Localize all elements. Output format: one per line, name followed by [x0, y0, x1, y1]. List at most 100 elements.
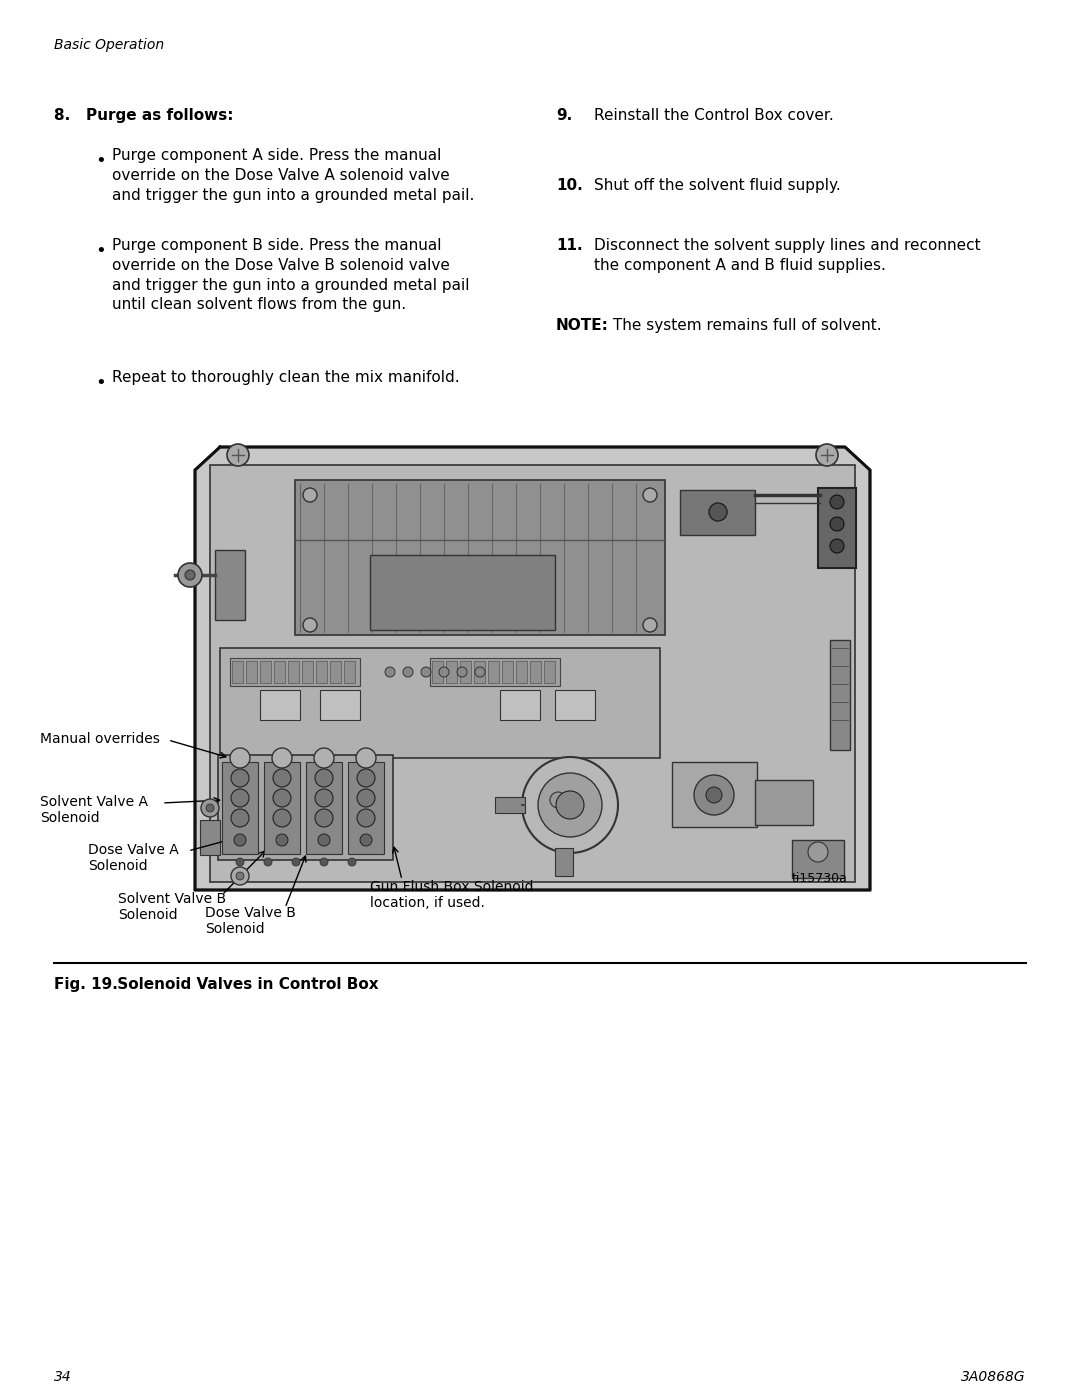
- Circle shape: [237, 858, 244, 866]
- Circle shape: [357, 789, 375, 807]
- Circle shape: [808, 842, 828, 862]
- Bar: [516, 661, 527, 683]
- Text: 10.: 10.: [556, 177, 583, 193]
- Circle shape: [360, 834, 372, 847]
- Circle shape: [357, 768, 375, 787]
- Text: 8.   Purge as follows:: 8. Purge as follows:: [54, 108, 233, 123]
- Bar: [544, 661, 555, 683]
- Text: The system remains full of solvent.: The system remains full of solvent.: [608, 319, 881, 332]
- Bar: [215, 550, 245, 620]
- Bar: [295, 481, 665, 636]
- Circle shape: [273, 768, 291, 787]
- Text: Dose Valve A
Solenoid: Dose Valve A Solenoid: [87, 842, 179, 873]
- Text: Gun Flush Box Solenoid
location, if used.: Gun Flush Box Solenoid location, if used…: [370, 880, 534, 911]
- Bar: [306, 761, 342, 854]
- Bar: [260, 661, 271, 683]
- Bar: [222, 761, 258, 854]
- Text: Fig. 19.: Fig. 19.: [54, 977, 118, 992]
- Circle shape: [421, 666, 431, 678]
- Circle shape: [178, 563, 202, 587]
- Bar: [495, 798, 525, 813]
- Bar: [672, 761, 757, 827]
- Text: •: •: [95, 374, 106, 393]
- Circle shape: [550, 792, 566, 807]
- Bar: [555, 690, 595, 719]
- Bar: [316, 661, 327, 683]
- Text: 34: 34: [54, 1370, 71, 1384]
- Circle shape: [231, 809, 249, 827]
- Bar: [500, 690, 540, 719]
- Text: Purge component B side. Press the manual
override on the Dose Valve B solenoid v: Purge component B side. Press the manual…: [112, 237, 470, 313]
- Bar: [218, 754, 393, 861]
- Text: Reinstall the Control Box cover.: Reinstall the Control Box cover.: [594, 108, 834, 123]
- Circle shape: [231, 868, 249, 886]
- Circle shape: [206, 805, 214, 812]
- Bar: [210, 465, 855, 882]
- Bar: [288, 661, 299, 683]
- Bar: [792, 840, 843, 877]
- Circle shape: [831, 495, 843, 509]
- Text: Dose Valve B
Solenoid: Dose Valve B Solenoid: [205, 907, 296, 936]
- Circle shape: [230, 747, 249, 768]
- Circle shape: [706, 787, 723, 803]
- Text: Basic Operation: Basic Operation: [54, 38, 164, 52]
- Bar: [260, 690, 300, 719]
- Text: 9.: 9.: [556, 108, 572, 123]
- Text: Purge component A side. Press the manual
override on the Dose Valve A solenoid v: Purge component A side. Press the manual…: [112, 148, 474, 203]
- Bar: [345, 661, 355, 683]
- Circle shape: [831, 517, 843, 531]
- Bar: [230, 658, 360, 686]
- Bar: [320, 690, 360, 719]
- Text: •: •: [95, 242, 106, 260]
- Text: NOTE:: NOTE:: [556, 319, 609, 332]
- Polygon shape: [195, 447, 870, 890]
- Bar: [220, 648, 660, 759]
- Text: 3A0868G: 3A0868G: [961, 1370, 1026, 1384]
- Bar: [432, 661, 443, 683]
- Bar: [274, 661, 285, 683]
- Circle shape: [384, 666, 395, 678]
- Circle shape: [185, 570, 195, 580]
- Circle shape: [303, 617, 318, 631]
- Bar: [530, 661, 541, 683]
- Circle shape: [831, 539, 843, 553]
- Circle shape: [320, 858, 328, 866]
- Bar: [555, 848, 573, 876]
- Bar: [502, 661, 513, 683]
- Circle shape: [315, 789, 333, 807]
- Circle shape: [292, 858, 300, 866]
- Circle shape: [438, 666, 449, 678]
- Text: Solvent Valve B
Solenoid: Solvent Valve B Solenoid: [118, 893, 226, 922]
- Bar: [246, 661, 257, 683]
- Circle shape: [318, 834, 330, 847]
- Circle shape: [272, 747, 292, 768]
- Text: Repeat to thoroughly clean the mix manifold.: Repeat to thoroughly clean the mix manif…: [112, 370, 460, 386]
- Circle shape: [357, 809, 375, 827]
- Bar: [264, 761, 300, 854]
- Circle shape: [694, 775, 734, 814]
- Text: Manual overrides: Manual overrides: [40, 732, 160, 746]
- Bar: [430, 658, 561, 686]
- Circle shape: [556, 791, 584, 819]
- Bar: [200, 820, 220, 855]
- Circle shape: [315, 809, 333, 827]
- Circle shape: [403, 666, 413, 678]
- Circle shape: [348, 858, 356, 866]
- Bar: [755, 780, 813, 826]
- Text: Solvent Valve A
Solenoid: Solvent Valve A Solenoid: [40, 795, 148, 826]
- Text: 11.: 11.: [556, 237, 582, 253]
- Circle shape: [231, 789, 249, 807]
- Text: •: •: [95, 152, 106, 170]
- Circle shape: [237, 872, 244, 880]
- Circle shape: [356, 747, 376, 768]
- Bar: [680, 490, 755, 535]
- Circle shape: [315, 768, 333, 787]
- Text: ti15730a: ti15730a: [792, 872, 848, 886]
- Circle shape: [643, 617, 657, 631]
- Text: Shut off the solvent fluid supply.: Shut off the solvent fluid supply.: [594, 177, 840, 193]
- Bar: [330, 661, 341, 683]
- Text: Solenoid Valves in Control Box: Solenoid Valves in Control Box: [112, 977, 379, 992]
- Bar: [348, 761, 384, 854]
- Circle shape: [303, 488, 318, 502]
- Circle shape: [643, 488, 657, 502]
